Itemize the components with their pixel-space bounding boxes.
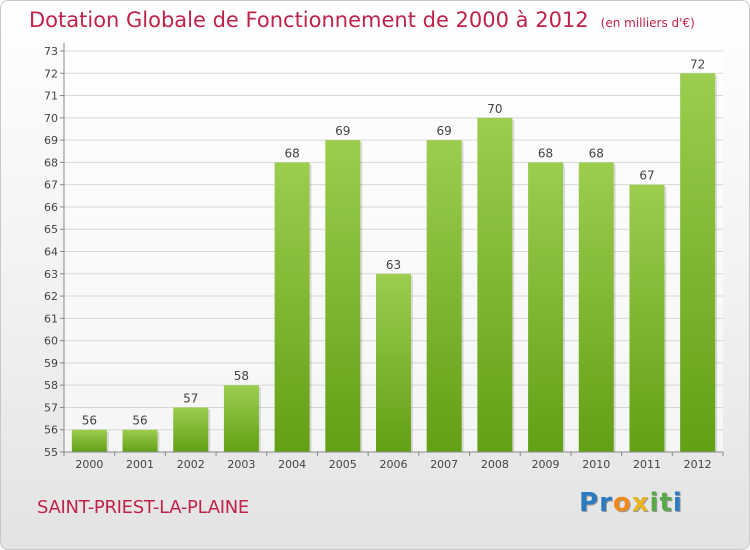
y-tick-label: 55 xyxy=(44,446,58,459)
x-tick-label: 2006 xyxy=(380,458,408,471)
x-tick-label: 2002 xyxy=(177,458,205,471)
y-tick-label: 72 xyxy=(44,67,58,80)
y-tick-label: 64 xyxy=(44,246,58,259)
x-tick-label: 2010 xyxy=(582,458,610,471)
y-tick-label: 68 xyxy=(44,156,58,169)
x-tick-label: 2004 xyxy=(278,458,306,471)
x-tick-label: 2005 xyxy=(329,458,357,471)
commune-name: SAINT-PRIEST-LA-PLAINE xyxy=(37,497,250,518)
bar-value-label: 68 xyxy=(538,146,553,160)
y-tick-label: 63 xyxy=(44,268,58,281)
x-tick-label: 2008 xyxy=(481,458,509,471)
bar-value-label: 58 xyxy=(234,369,249,383)
bar xyxy=(477,117,513,452)
y-tick-label: 71 xyxy=(44,90,58,103)
bar-value-label: 69 xyxy=(335,124,350,138)
bar-value-label: 63 xyxy=(386,258,401,272)
x-tick-label: 2007 xyxy=(430,458,458,471)
y-tick-label: 70 xyxy=(44,112,58,125)
y-tick-label: 61 xyxy=(44,312,58,325)
x-axis: 2000 2001 2002 2003 2004 2005 2006 2007 2008 2009… xyxy=(63,451,724,471)
bar xyxy=(680,73,716,453)
bar xyxy=(528,162,564,452)
bar-value-label: 68 xyxy=(284,146,299,160)
chart-unit: (en milliers d'€) xyxy=(600,16,695,30)
y-tick-label: 66 xyxy=(44,201,58,214)
y-tick-label: 69 xyxy=(44,134,58,147)
x-tick-label: 2003 xyxy=(227,458,255,471)
y-axis: 55 56 57 58 59 60 61 62 63 64 65 66 67 68 69 70 71 72 73 xyxy=(44,43,65,459)
bar xyxy=(376,273,411,452)
y-tick-label: 59 xyxy=(44,357,58,370)
x-tick-label: 2011 xyxy=(633,458,661,471)
bar xyxy=(426,140,462,452)
y-tick-label: 57 xyxy=(44,401,58,414)
bar-value-label: 67 xyxy=(639,169,654,183)
bar-value-label: 72 xyxy=(690,57,705,71)
bar xyxy=(274,162,310,452)
y-tick-label: 62 xyxy=(44,290,58,303)
x-tick-label: 2000 xyxy=(75,458,103,471)
bar xyxy=(223,385,259,452)
y-tick-label: 60 xyxy=(44,335,58,348)
bar xyxy=(325,140,361,452)
bar xyxy=(578,162,614,452)
bar-value-label: 56 xyxy=(132,414,147,428)
x-tick-label: 2009 xyxy=(532,458,560,471)
y-tick-label: 65 xyxy=(44,223,58,236)
y-tick-label: 73 xyxy=(44,45,58,58)
chart-title-row: Dotation Globale de Fonctionnement de 20… xyxy=(29,8,695,32)
bar-value-label: 68 xyxy=(589,146,604,160)
bar-value-label: 56 xyxy=(82,414,97,428)
bar-value-label: 69 xyxy=(437,124,452,138)
bar xyxy=(71,429,107,452)
y-tick-label: 67 xyxy=(44,179,58,192)
proxiti-logo: Proxiti xyxy=(579,488,683,518)
bar-value-label: 70 xyxy=(487,102,502,116)
bars: 56 56 57 58 68 69 63 69 70 68 68 67 72 xyxy=(71,57,718,453)
y-tick-label: 58 xyxy=(44,379,58,392)
x-tick-label: 2012 xyxy=(684,458,712,471)
bar xyxy=(173,407,209,452)
bar xyxy=(629,184,665,452)
chart-title: Dotation Globale de Fonctionnement de 20… xyxy=(29,8,589,32)
bar-value-label: 57 xyxy=(183,391,198,405)
bar xyxy=(122,429,158,452)
y-tick-label: 56 xyxy=(44,424,58,437)
x-tick-label: 2001 xyxy=(126,458,154,471)
